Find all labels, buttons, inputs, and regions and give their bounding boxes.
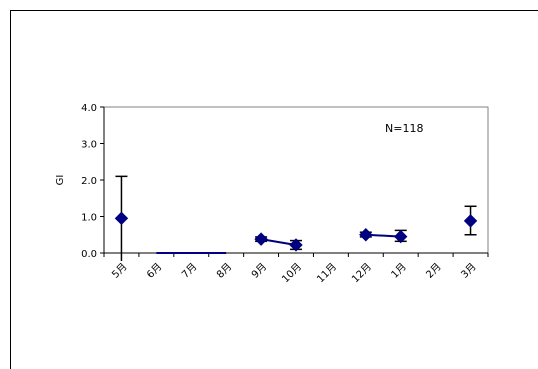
data-point-marker [254,232,268,246]
sample-size-annotation: N=118 [385,122,423,135]
x-tick-label: 5月 [110,261,130,281]
y-tick-label: 1.0 [81,213,97,224]
data-point-marker [359,228,373,242]
data-point-marker [463,214,478,228]
x-tick-label: 12月 [349,261,374,286]
data-point-marker [114,211,129,226]
series-line-segment [260,238,297,246]
x-tick-label: 9月 [249,261,269,281]
chart-frame [10,10,538,369]
data-point-marker [289,238,303,252]
y-tick-label: 2.0 [81,176,97,187]
x-tick-label: 2月 [424,261,444,281]
x-tick-label: 10月 [280,261,305,286]
x-tick-label: 3月 [459,261,479,281]
plot-area-border [103,106,489,254]
y-axis-label: GI [55,175,66,186]
y-tick-label: 0.0 [81,249,97,260]
y-tick-label: 3.0 [81,140,97,151]
x-tick-label: 6月 [144,261,164,281]
x-tick-label: 7月 [179,261,199,281]
x-tick-label: 1月 [389,261,409,281]
y-tick-label: 4.0 [81,103,97,114]
x-tick-label: 8月 [214,261,234,281]
data-point-marker [394,229,408,244]
x-tick-label: 11月 [314,261,339,286]
